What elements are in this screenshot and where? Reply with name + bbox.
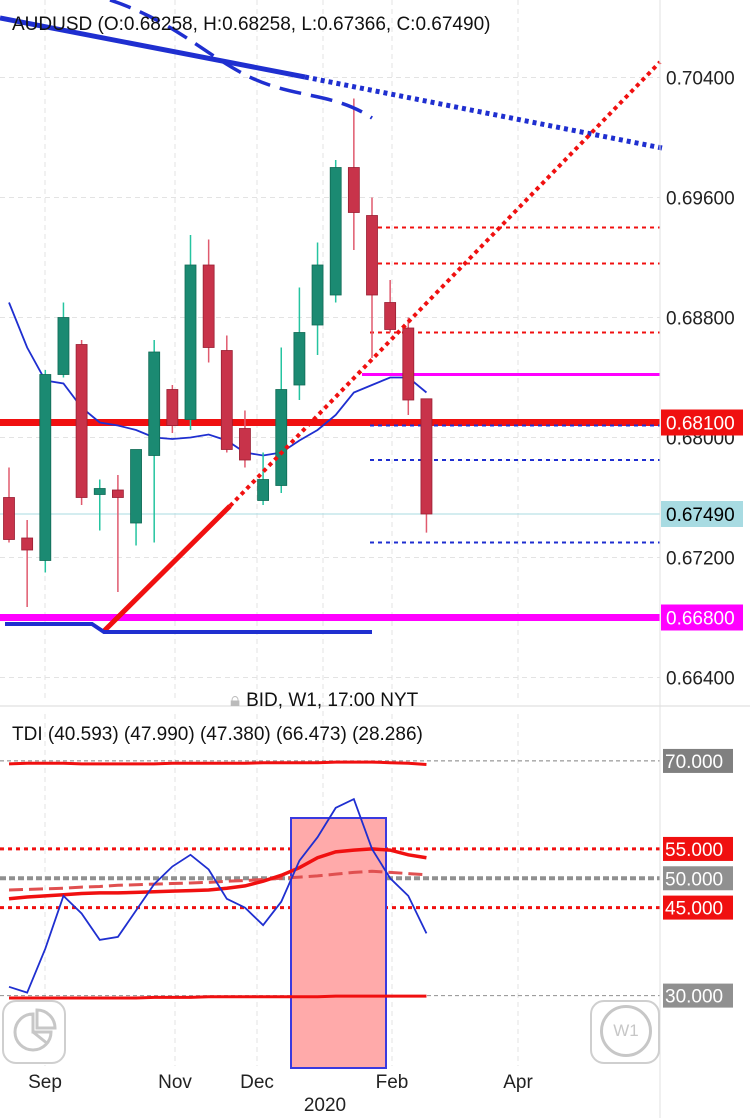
price-labels: 0.68100 0.67490 0.66800	[661, 409, 743, 631]
bearish-candle	[112, 489, 124, 498]
bullish-candle	[275, 389, 288, 486]
tdi-level-label-bg	[663, 748, 733, 773]
bearish-candle	[166, 389, 179, 426]
price-tick-label: 0.68800	[666, 309, 735, 330]
red-level-price-label-bg	[661, 409, 743, 436]
current-price-label: 0.67490	[666, 505, 735, 526]
blue-dashed-curve	[109, 0, 373, 120]
bullish-candle	[148, 351, 161, 456]
time-tick-label: Sep	[28, 1072, 62, 1093]
magenta-level-price-label-bg	[661, 604, 743, 631]
bearish-candle	[239, 428, 251, 461]
bid-text: BID, W1, 17:00 NYT	[246, 690, 419, 711]
year-label: 2020	[304, 1095, 346, 1116]
bid-timeframe-label: 🔒︎ BID, W1, 17:00 NYT	[230, 690, 418, 712]
red-uptrend-line	[101, 504, 232, 634]
bearish-candle	[202, 264, 215, 348]
red-uptrend-extension	[228, 60, 662, 508]
tdi-level-label: 30.000	[665, 987, 723, 1008]
time-tick-label: Dec	[240, 1072, 274, 1093]
price-grid	[0, 0, 660, 1066]
moving-average-line	[8, 302, 428, 457]
tdi-level-label: 70.000	[665, 752, 723, 773]
trend-drawings-back	[0, 226, 660, 621]
red-level-price-label: 0.68100	[666, 414, 735, 435]
bearish-candle	[366, 215, 378, 296]
candles	[3, 98, 433, 607]
tdi-level-label: 45.000	[665, 899, 723, 920]
lock-icon: 🔒︎	[230, 690, 241, 711]
bullish-candle	[329, 167, 342, 296]
bearish-candle	[402, 327, 415, 401]
tdi-level-label: 55.000	[665, 840, 723, 861]
pie-chart-icon	[13, 1008, 57, 1052]
tdi-highlight-box	[290, 817, 387, 1069]
bullish-candle	[257, 479, 270, 501]
current-price-label-bg	[661, 501, 743, 527]
moving-average-path	[8, 302, 428, 457]
bullish-candle	[130, 449, 142, 524]
bearish-candle	[3, 497, 15, 540]
bearish-candle	[347, 167, 360, 213]
chart-type-button[interactable]	[2, 1000, 66, 1064]
bullish-candle	[93, 488, 106, 495]
bullish-candle	[293, 332, 306, 386]
trend-drawings-front	[0, 0, 663, 634]
tdi-signal-line	[8, 847, 427, 901]
time-tick-label: Nov	[158, 1072, 192, 1093]
bullish-candle	[311, 264, 324, 326]
bearish-candle	[75, 344, 88, 498]
tdi-level-label-bg	[663, 983, 733, 1008]
tdi-upper-band	[8, 760, 427, 766]
blue-support-line	[5, 622, 372, 634]
price-tick-label: 0.67200	[666, 549, 735, 570]
bearish-candle	[420, 398, 433, 515]
bullish-candle	[184, 264, 197, 420]
tdi-level-label-bg	[663, 866, 733, 891]
bearish-candle	[384, 302, 397, 330]
bullish-candle	[57, 317, 70, 375]
timeframe-label: W1	[600, 1005, 652, 1057]
bullish-candle	[39, 374, 52, 561]
tdi-level-label-bg	[663, 836, 733, 861]
price-tick-label: 0.69600	[666, 189, 735, 210]
bearish-candle	[21, 537, 34, 551]
tdi-rsi-line	[8, 797, 428, 994]
tdi-level-label-bg	[663, 895, 733, 920]
bearish-candle	[220, 350, 233, 450]
timeframe-button[interactable]: W1	[590, 1000, 660, 1064]
time-tick-label: Feb	[376, 1072, 409, 1093]
blue-downtrend-line	[0, 15, 306, 80]
tdi-values-label: TDI (40.593) (47.990) (47.380) (66.473) …	[12, 724, 423, 745]
tdi-lines	[8, 760, 428, 1000]
symbol-ohlc-header: AUDUSD (O:0.68258, H:0.68258, L:0.67366,…	[12, 14, 491, 35]
price-tick-label: 0.66400	[666, 669, 735, 690]
tdi-mid-band	[8, 869, 427, 892]
tdi-highlight-rect	[290, 817, 387, 1069]
magenta-level-price-label: 0.66800	[666, 609, 735, 630]
tdi-level-label: 50.000	[665, 869, 723, 890]
tdi-lower-band	[9, 994, 427, 1000]
price-tick-label: 0.70400	[666, 69, 735, 90]
time-tick-label: Apr	[503, 1072, 533, 1093]
